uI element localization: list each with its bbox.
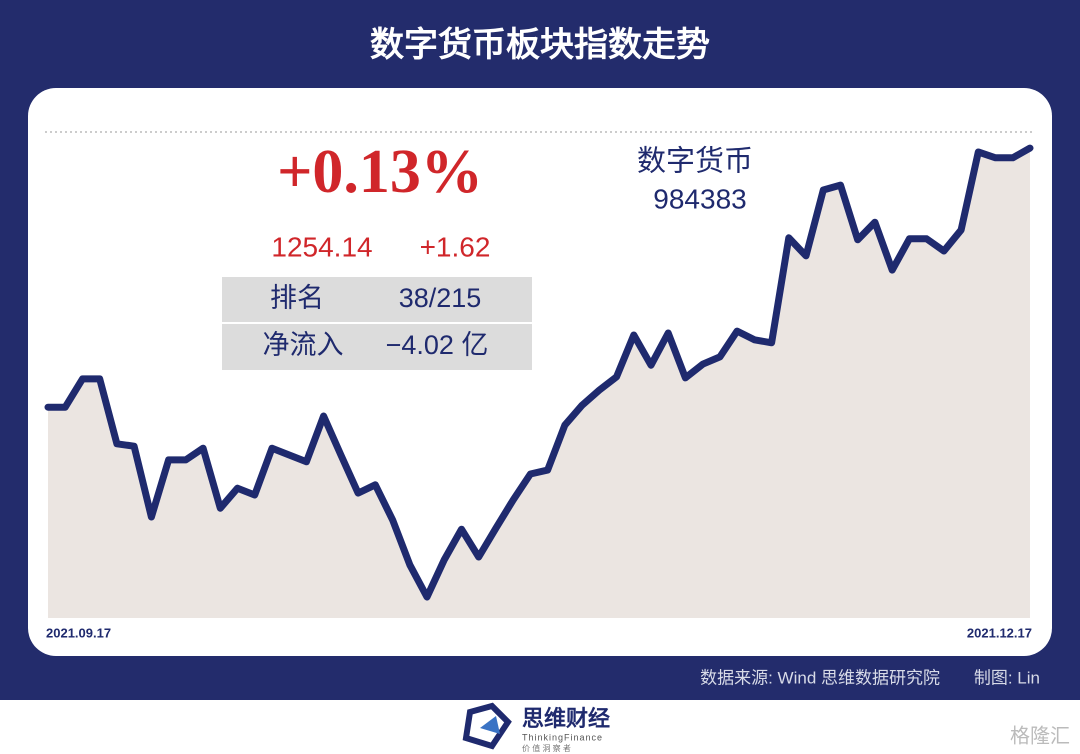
row-bg: [222, 324, 532, 370]
line: [44, 144, 1034, 601]
logo-mark: [480, 716, 500, 734]
source: 数据来源: Wind 思维数据研究院: [700, 668, 940, 687]
row-label: 排名: [270, 283, 324, 313]
row-value: −4.02 亿: [386, 330, 489, 360]
change: +0.13%: [277, 138, 483, 206]
logo: [462, 702, 512, 750]
row-bg: [222, 277, 532, 322]
delta: +1.62: [420, 231, 491, 262]
index-code: 984383: [653, 183, 746, 214]
watermark: 格隆汇: [1010, 724, 1070, 747]
close: 1254.14: [271, 231, 372, 262]
x-tick-label: 2021.09.17: [46, 625, 111, 640]
x-tick-label: 2021.12.17: [967, 625, 1032, 640]
motto: 价 值 洞 察 者: [522, 743, 571, 753]
title: 数字货币板块指数走势: [370, 26, 710, 64]
index-name: 数字货币: [637, 145, 753, 178]
row-value: 38/215: [399, 283, 482, 313]
plot: 2021.09.17 2021.12.17: [44, 144, 1034, 640]
brand-en: ThinkingFinance: [522, 732, 603, 742]
credit: 制图: Lin: [974, 668, 1040, 687]
brand: 思维财经: [522, 706, 610, 731]
row-label: 净流入: [263, 330, 344, 360]
